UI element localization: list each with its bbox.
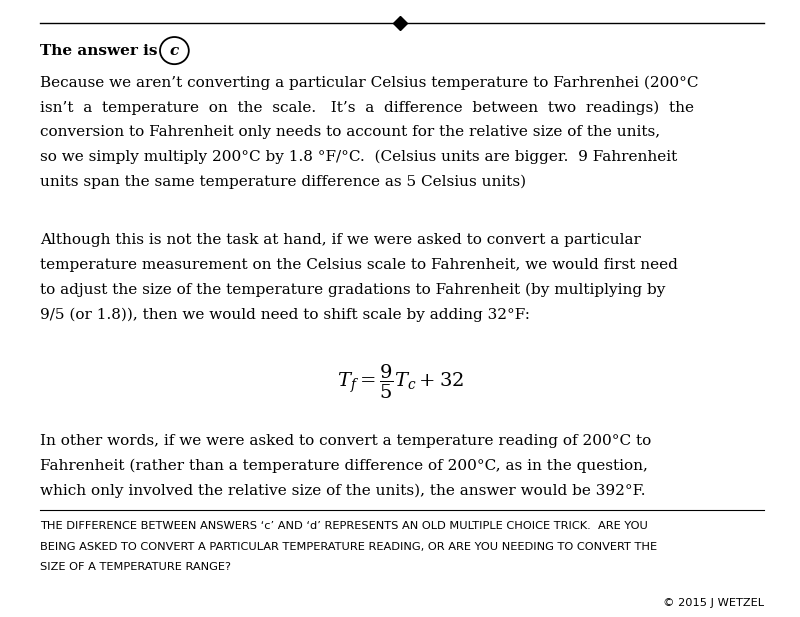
Text: which only involved the relative size of the units), the answer would be 392°F.: which only involved the relative size of…	[40, 484, 646, 498]
Text: units span the same temperature difference as 5 Celsius units): units span the same temperature differen…	[40, 175, 526, 189]
Text: Because we aren’t converting a particular Celsius temperature to Farhrenhei (200: Because we aren’t converting a particula…	[40, 76, 698, 90]
Text: In other words, if we were asked to convert a temperature reading of 200°C to: In other words, if we were asked to conv…	[40, 434, 651, 449]
Text: Although this is not the task at hand, if we were asked to convert a particular: Although this is not the task at hand, i…	[40, 233, 641, 247]
Text: THE DIFFERENCE BETWEEN ANSWERS ‘c’ AND ‘d’ REPRESENTS AN OLD MULTIPLE CHOICE TRI: THE DIFFERENCE BETWEEN ANSWERS ‘c’ AND ‘…	[40, 521, 648, 531]
Text: temperature measurement on the Celsius scale to Fahrenheit, we would first need: temperature measurement on the Celsius s…	[40, 258, 678, 272]
Text: isn’t  a  temperature  on  the  scale.   It’s  a  difference  between  two  read: isn’t a temperature on the scale. It’s a…	[40, 101, 694, 115]
Text: so we simply multiply 200°C by 1.8 °F/°C.  (Celsius units are bigger.  9 Fahrenh: so we simply multiply 200°C by 1.8 °F/°C…	[40, 150, 678, 164]
Text: The answer is: The answer is	[40, 44, 162, 57]
Text: to adjust the size of the temperature gradations to Fahrenheit (by multiplying b: to adjust the size of the temperature gr…	[40, 283, 666, 297]
Text: SIZE OF A TEMPERATURE RANGE?: SIZE OF A TEMPERATURE RANGE?	[40, 562, 231, 572]
Text: Fahrenheit (rather than a temperature difference of 200°C, as in the question,: Fahrenheit (rather than a temperature di…	[40, 459, 648, 473]
Text: c: c	[170, 44, 179, 57]
Text: $T_f = \dfrac{9}{5}T_c + 32$: $T_f = \dfrac{9}{5}T_c + 32$	[337, 363, 463, 401]
Text: © 2015 J WETZEL: © 2015 J WETZEL	[663, 598, 764, 608]
Text: 9/5 (or 1.8)), then we would need to shift scale by adding 32°F:: 9/5 (or 1.8)), then we would need to shi…	[40, 307, 530, 321]
Text: conversion to Fahrenheit only needs to account for the relative size of the unit: conversion to Fahrenheit only needs to a…	[40, 125, 660, 139]
Text: BEING ASKED TO CONVERT A PARTICULAR TEMPERATURE READING, OR ARE YOU NEEDING TO C: BEING ASKED TO CONVERT A PARTICULAR TEMP…	[40, 542, 657, 552]
